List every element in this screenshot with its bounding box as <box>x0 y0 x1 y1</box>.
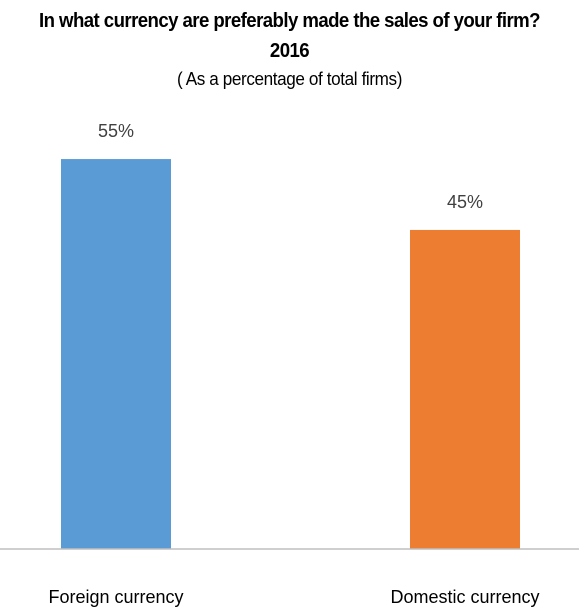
bar-domestic-currency <box>410 229 520 549</box>
chart-header: In what currency are preferably made the… <box>0 0 579 92</box>
x-tick-label-domestic-currency: Domestic currency <box>390 587 539 607</box>
bars-layer: 55% Foreign currency 45% Domestic currency <box>48 121 539 607</box>
x-tick-label-foreign-currency: Foreign currency <box>48 587 183 607</box>
chart-subtitle: ( As a percentage of total firms) <box>176 69 403 89</box>
chart-title: In what currency are preferably made the… <box>39 10 540 62</box>
data-label-foreign-currency: 55% <box>98 121 134 141</box>
bar-foreign-currency <box>61 159 171 550</box>
data-label-domestic-currency: 45% <box>447 192 483 212</box>
